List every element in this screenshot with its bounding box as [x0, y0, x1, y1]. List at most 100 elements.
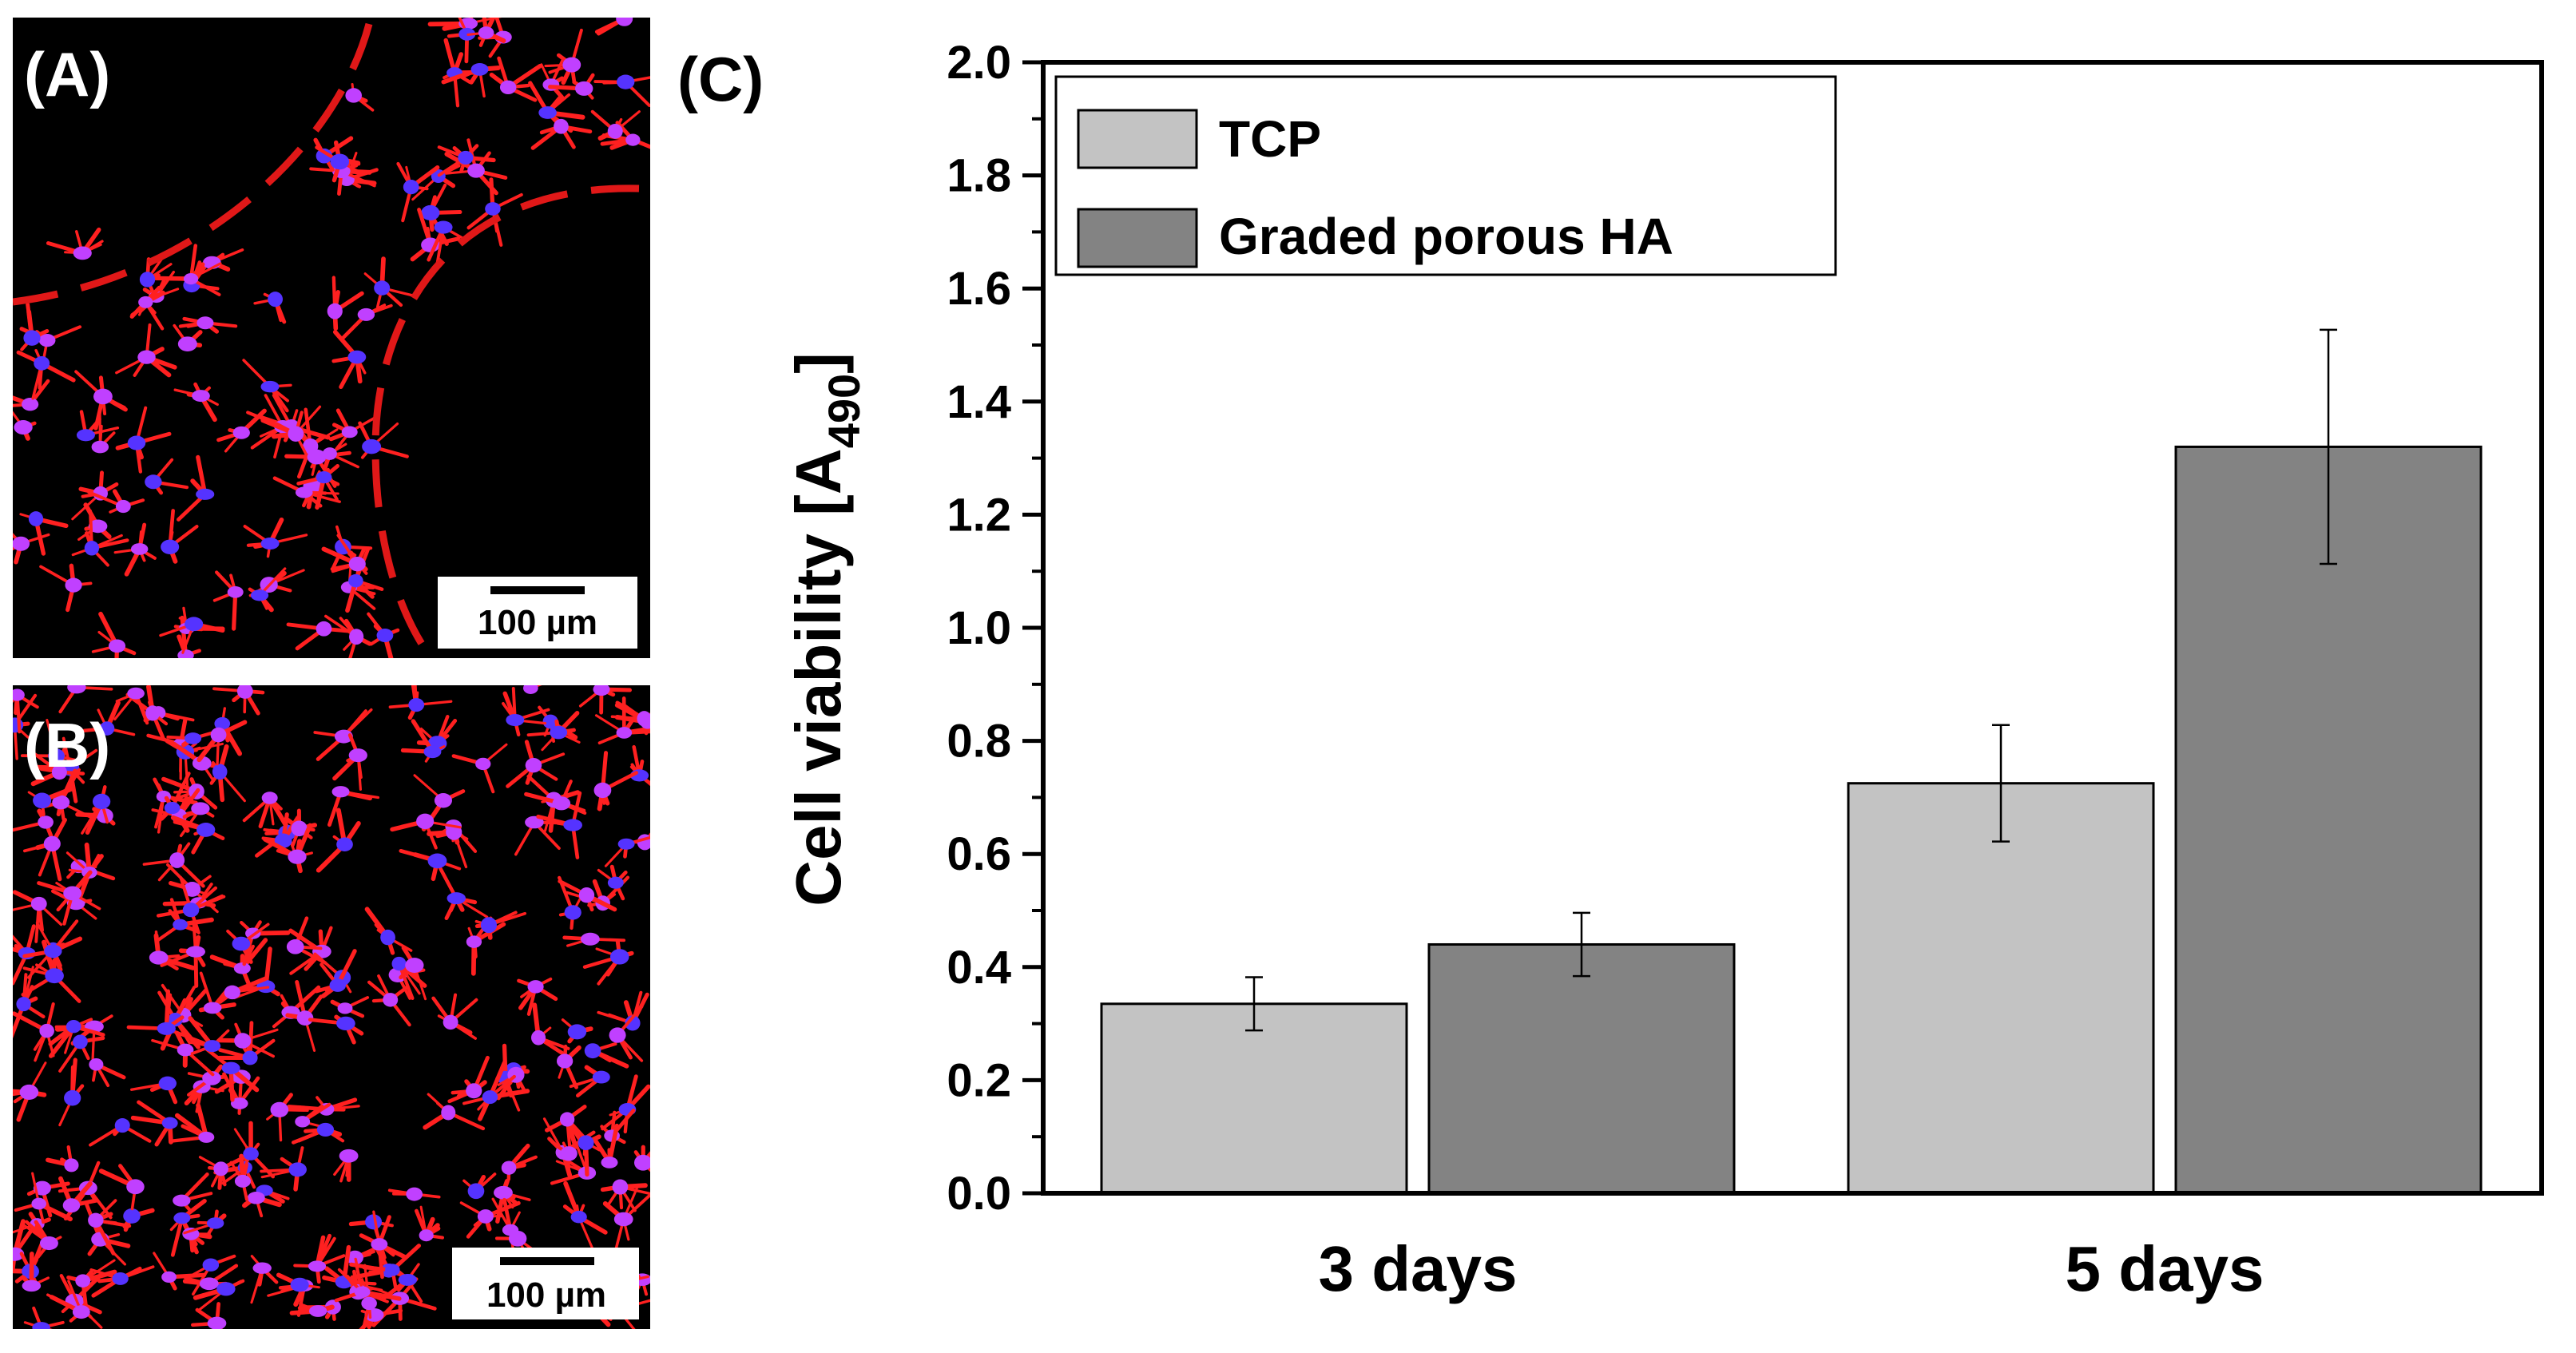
cell-nucleus [242, 1050, 258, 1065]
cell-nucleus [268, 292, 283, 308]
cell-nucleus [374, 280, 391, 296]
cell-nucleus [405, 958, 424, 974]
bar-graded-porous-ha-3-days [1427, 942, 1736, 1195]
cell-nucleus [14, 420, 33, 435]
cell-nucleus [114, 1117, 130, 1133]
cell-nucleus [475, 757, 491, 771]
cell-nucleus [127, 435, 146, 450]
cell-nucleus [403, 180, 419, 195]
cell-nucleus [296, 1010, 314, 1026]
cell-nucleus [336, 837, 353, 851]
cell-nucleus [88, 1212, 104, 1228]
cell-nucleus [33, 792, 52, 809]
cell-nucleus [581, 932, 600, 946]
cell-nucleus [337, 1002, 353, 1014]
cell-nucleus [458, 150, 474, 165]
cell-nucleus [177, 1043, 194, 1057]
cell-nucleus [347, 350, 367, 364]
cell-nucleus [559, 1112, 575, 1127]
cell-nucleus [196, 488, 215, 500]
cell-nucleus [613, 1212, 633, 1227]
cell-nucleus [376, 628, 394, 643]
cell-nucleus [221, 1061, 240, 1075]
cell-nucleus [562, 57, 581, 73]
cell-nucleus [185, 617, 204, 632]
y-axis-ticks: 0.0 0.2 0.4 0.6 0.8 1.0 1.2 1.4 1.6 1.8 2.0 [947, 37, 1043, 1220]
cell-nucleus [191, 802, 210, 815]
cell-nucleus [348, 573, 363, 588]
cell-nucleus [447, 892, 466, 905]
cell-nucleus [232, 426, 250, 439]
cell-nucleus [234, 1174, 251, 1188]
cell-nucleus [184, 881, 201, 897]
legend-swatch-tcp [1077, 109, 1198, 169]
bar-chart: 0.0 0.2 0.4 0.6 0.8 1.0 1.2 1.4 1.6 1.8 2.0 3 days… [783, 37, 2544, 1304]
scale-bar-b-label: 100 µm [486, 1276, 606, 1315]
cell-nucleus [288, 426, 304, 442]
actin-filament [529, 685, 534, 690]
y-tick-label: 0.8 [947, 716, 1011, 768]
cell-nucleus [157, 1022, 176, 1035]
cell-nucleus [361, 1296, 377, 1311]
y-axis-label-main: Cell viability [A [783, 448, 854, 906]
cell-nucleus [578, 1135, 594, 1151]
cell-nucleus [467, 163, 485, 178]
cell-nucleus [64, 1158, 79, 1172]
cell-nucleus [72, 1305, 90, 1319]
cell-nucleus [161, 1271, 177, 1284]
cell-nucleus [309, 1305, 327, 1317]
cell-nucleus [183, 273, 199, 285]
cell-nucleus [63, 886, 82, 901]
cell-nucleus [307, 449, 327, 465]
cell-nucleus [182, 903, 200, 918]
cell-nucleus [88, 519, 108, 534]
cell-nucleus [39, 1236, 58, 1251]
cell-nucleus [89, 1057, 104, 1071]
cell-nucleus [202, 1258, 220, 1272]
cell-nucleus [633, 1154, 650, 1171]
cell-nucleus [161, 1117, 178, 1129]
actin-filament [157, 795, 165, 834]
cell-nucleus [13, 688, 25, 701]
cell-nucleus [357, 308, 375, 321]
panel-label-c: (C) [677, 44, 764, 114]
cell-nucleus [295, 486, 313, 498]
cell-nucleus [173, 919, 188, 930]
cell-nucleus [260, 538, 280, 550]
cell-nucleus [145, 705, 161, 721]
cell-nucleus [93, 388, 113, 405]
y-tick-label: 0.4 [947, 942, 1011, 994]
y-tick-label: 0.0 [947, 1168, 1011, 1220]
cell-nucleus [391, 956, 407, 971]
actin-filament [196, 454, 208, 497]
cell-nucleus [556, 1053, 574, 1069]
cell-nucleus [286, 939, 304, 954]
actin-filament [170, 1216, 185, 1257]
cell-nucleus [470, 62, 489, 76]
y-axis-label: Cell viability [A490] [783, 352, 869, 907]
x-axis-labels: 3 days 5 days [1318, 1233, 2264, 1304]
cell-nucleus [531, 1030, 546, 1046]
cell-nucleus [552, 796, 571, 811]
cell-nucleus [149, 950, 169, 965]
cell-nucleus [224, 985, 240, 1000]
cell-nucleus [230, 1097, 248, 1109]
cell-nucleus [288, 849, 307, 864]
cell-nucleus [13, 1247, 25, 1261]
cell-nucleus [567, 1024, 587, 1040]
cell-nucleus [494, 1185, 513, 1200]
actin-filament [13, 722, 17, 727]
cell-nucleus [192, 390, 210, 403]
cell-nucleus [213, 1161, 228, 1176]
cell-nucleus [316, 621, 332, 637]
scale-bar-b-line [500, 1257, 594, 1265]
cell-nucleus [288, 1162, 307, 1177]
cell-nucleus [38, 334, 56, 347]
cell-nucleus [329, 978, 347, 992]
cell-nucleus [43, 835, 61, 852]
y-tick-label: 1.8 [947, 150, 1011, 202]
cell-nucleus [198, 1131, 215, 1143]
scale-bar-a: 100 µm [438, 577, 637, 649]
cell-nucleus [19, 1084, 39, 1100]
